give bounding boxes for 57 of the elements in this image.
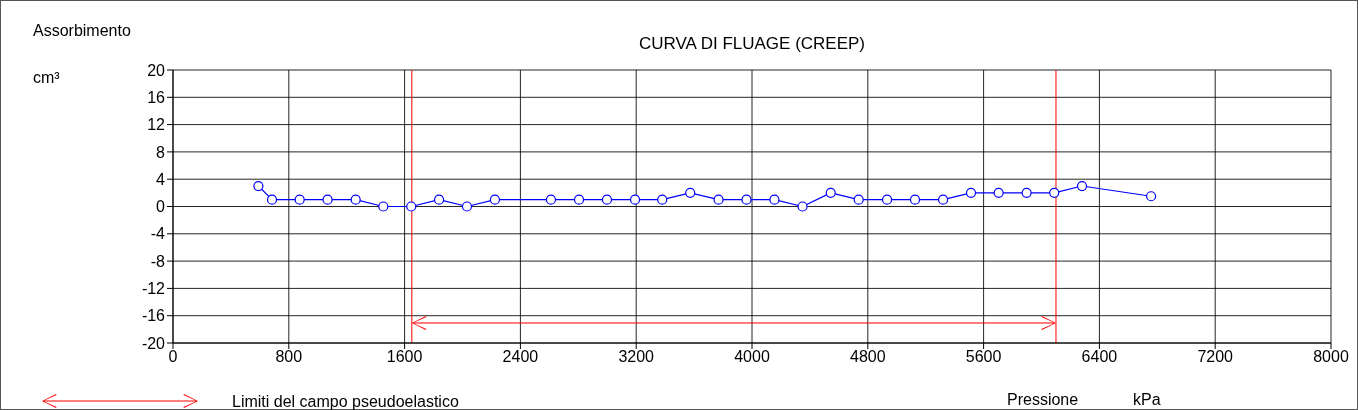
point [853, 194, 864, 205]
x-tick-label: 800 [275, 348, 303, 366]
point [378, 201, 389, 212]
x-tick-label: 2400 [502, 348, 539, 366]
x-tick-label: 4000 [734, 348, 770, 366]
y-tick-label: -16 [141, 307, 166, 325]
point [350, 194, 361, 205]
point [406, 201, 417, 212]
point [1021, 187, 1032, 198]
point [741, 194, 752, 205]
point [825, 187, 836, 198]
point [797, 201, 808, 212]
point [266, 194, 278, 205]
x-tick-label: 6400 [1081, 348, 1118, 366]
point [322, 194, 333, 205]
y-tick-label: 16 [147, 88, 166, 106]
text: Assorbimento cm³ [33, 22, 131, 86]
y-tick-label: -20 [141, 334, 166, 352]
point [965, 187, 977, 198]
y-tick-label: 20 [147, 61, 166, 79]
y-tick-label: 8 [156, 143, 166, 161]
point [294, 194, 305, 205]
point [993, 187, 1004, 198]
point [909, 194, 921, 205]
point [657, 194, 668, 205]
x-tick-label: 5600 [965, 348, 1002, 366]
point [601, 194, 613, 205]
point [937, 194, 949, 205]
point [461, 201, 473, 212]
y-tick-label: -8 [150, 252, 166, 270]
y-tick-label: 0 [156, 198, 166, 216]
x-tick-label: 7200 [1197, 348, 1234, 366]
x-tick-label: 1600 [386, 348, 423, 366]
point [433, 194, 445, 205]
text: Limiti del campo pseudoelastico [232, 393, 459, 410]
point [545, 194, 557, 205]
y-tick-label: -4 [150, 225, 166, 243]
text: Pressione kPa [1007, 391, 1161, 408]
y-tick-label: 12 [147, 116, 166, 134]
x-tick-label: 8000 [1313, 348, 1349, 366]
point [1076, 180, 1088, 192]
x-tick-label: 4800 [850, 348, 886, 366]
point [769, 194, 780, 205]
point [1049, 187, 1060, 198]
point [629, 194, 641, 205]
point [881, 194, 893, 205]
y-tick-label: -12 [141, 280, 166, 298]
point [1145, 191, 1157, 202]
point [489, 194, 501, 205]
point [685, 187, 696, 198]
x-tick-label: 0 [168, 348, 178, 366]
y-tick-label: 4 [156, 170, 166, 188]
point [713, 194, 724, 205]
point [253, 180, 264, 192]
x-tick-label: 3200 [618, 348, 655, 366]
chart-title: CURVA DI FLUAGE (CREEP) [638, 34, 866, 53]
point [573, 194, 585, 205]
